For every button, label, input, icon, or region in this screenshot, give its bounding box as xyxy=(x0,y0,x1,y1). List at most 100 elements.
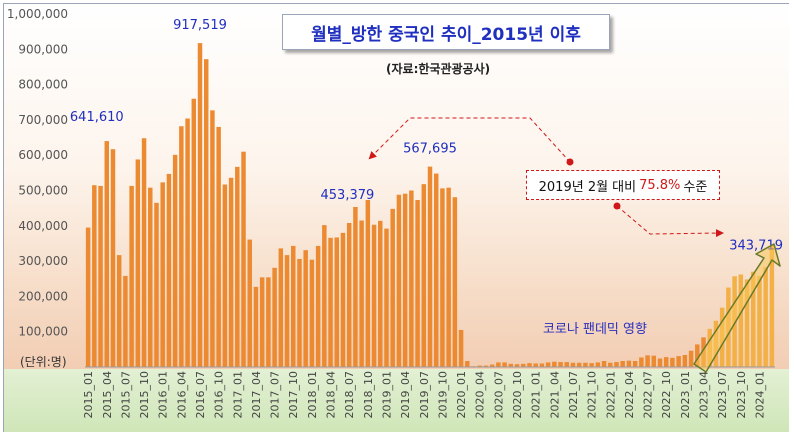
bar xyxy=(489,364,495,367)
y-tick-label: 800,000 xyxy=(18,78,68,92)
bar xyxy=(496,362,501,367)
bar xyxy=(440,188,445,367)
bar xyxy=(104,141,109,367)
source-label: (자료:한국관광공사) xyxy=(386,62,491,76)
value-label: 917,519 xyxy=(173,18,227,33)
bar xyxy=(241,151,246,367)
bar xyxy=(384,228,389,367)
bar xyxy=(123,275,128,367)
x-tick-label: 2022_07 xyxy=(642,371,655,419)
bar xyxy=(247,239,252,367)
bars xyxy=(85,43,775,368)
bar xyxy=(365,200,371,367)
axis-background xyxy=(4,369,789,432)
x-tick-label: 2020_01 xyxy=(455,371,468,419)
bar xyxy=(222,184,228,367)
bar xyxy=(328,237,333,367)
bar xyxy=(670,357,675,367)
bar xyxy=(160,182,165,367)
x-tick-label: 2016_07 xyxy=(194,371,207,419)
bar xyxy=(396,194,402,367)
bar xyxy=(378,220,383,367)
bar xyxy=(757,275,762,367)
x-tick-label: 2017_04 xyxy=(250,371,263,419)
bar xyxy=(191,98,197,367)
bar xyxy=(614,362,619,367)
bar xyxy=(272,267,277,367)
bar xyxy=(657,358,663,367)
bar xyxy=(458,329,464,367)
x-tick-label: 2015_04 xyxy=(101,371,114,419)
bar xyxy=(278,248,284,367)
bar xyxy=(744,279,750,367)
bar xyxy=(508,363,514,367)
bar xyxy=(421,184,427,367)
x-tick-label: 2022_04 xyxy=(623,371,636,419)
bar xyxy=(427,166,433,367)
bar xyxy=(141,138,147,367)
bar xyxy=(595,362,601,367)
bar xyxy=(527,363,532,367)
bar xyxy=(620,361,625,367)
y-tick-label: 200,000 xyxy=(18,289,68,303)
x-tick-label: 2018_07 xyxy=(343,371,356,419)
bar xyxy=(166,173,172,367)
bar xyxy=(521,363,526,367)
y-tick-label: 700,000 xyxy=(18,113,68,127)
bar xyxy=(284,255,290,367)
bar xyxy=(154,202,159,367)
x-tick-label: 2019_04 xyxy=(399,371,412,419)
bar xyxy=(409,190,414,367)
bar xyxy=(334,237,339,367)
y-tick-label: 900,000 xyxy=(18,42,68,56)
x-tick-label: 2023_07 xyxy=(716,371,729,419)
y-tick-label: 100,000 xyxy=(18,325,68,339)
bar xyxy=(502,362,507,367)
bar xyxy=(769,245,775,367)
bar xyxy=(539,363,545,367)
bar xyxy=(446,187,451,367)
x-tick-label: 2015_07 xyxy=(119,371,132,419)
bar xyxy=(465,361,470,367)
bar xyxy=(228,177,234,367)
bar xyxy=(751,271,756,367)
bar xyxy=(682,355,688,367)
comparison-box: 2019년 2월 대비 75.8% 수준 xyxy=(526,170,720,200)
bar xyxy=(433,173,439,367)
bar xyxy=(253,286,259,367)
y-tick-label: 1,000,000 xyxy=(7,7,68,21)
bar xyxy=(197,43,203,368)
bar xyxy=(639,357,644,367)
x-tick-label: 2021_01 xyxy=(530,371,543,419)
chart-title: 월별_방한 중국인 추이_2015년 이후 xyxy=(311,24,581,45)
bar xyxy=(116,255,122,367)
bar xyxy=(558,362,563,367)
value-label: 453,379 xyxy=(321,188,375,203)
x-tick-label: 2018_10 xyxy=(362,371,375,419)
bar xyxy=(129,185,134,367)
bar xyxy=(371,224,377,367)
bar xyxy=(303,250,308,367)
bar xyxy=(346,222,352,367)
bar xyxy=(645,355,650,367)
bar xyxy=(210,110,215,368)
x-tick-label: 2017_10 xyxy=(287,371,300,419)
x-axis: 2015_01 2015_04 2015_07 2015_10 2016_01 2016_… xyxy=(82,371,766,419)
x-tick-label: 2019_10 xyxy=(436,371,449,419)
x-tick-label: 2015_01 xyxy=(82,371,95,419)
value-label: 567,695 xyxy=(403,142,457,157)
bar xyxy=(576,362,582,367)
bar xyxy=(179,126,184,367)
x-tick-label: 2021_04 xyxy=(548,371,561,419)
bar xyxy=(216,126,221,368)
bar xyxy=(415,200,420,367)
bar xyxy=(98,185,103,367)
y-tick-label: 600,000 xyxy=(18,148,68,162)
y-tick-label: 500,000 xyxy=(18,184,68,198)
chart-title-box: 월별_방한 중국인 추이_2015년 이후 xyxy=(282,14,610,50)
x-tick-label: 2017_07 xyxy=(269,371,282,419)
bar xyxy=(185,118,190,368)
bar xyxy=(483,365,489,367)
bar xyxy=(110,149,116,367)
x-tick-label: 2020_10 xyxy=(511,371,524,419)
